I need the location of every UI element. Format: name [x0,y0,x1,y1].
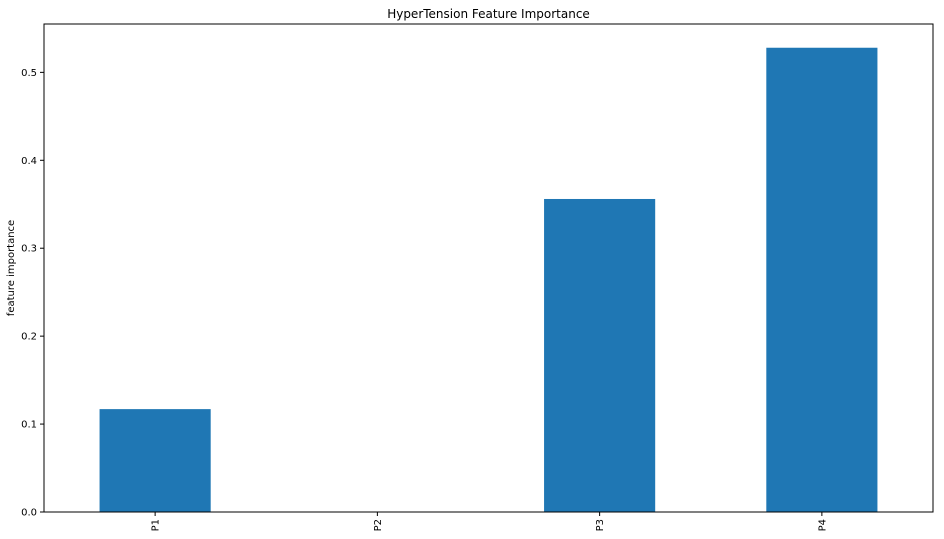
x-tick-label-p3: P3 [595,519,606,531]
plot-frame [43,23,934,513]
x-ticks-group: P1 P2 P3 P4 [151,512,828,531]
y-tick-label: 0.1 [21,420,37,431]
bar-p3 [544,198,656,513]
y-tick-label: 0.5 [21,68,37,79]
x-tick-label-p4: P4 [817,519,828,531]
bar-p1 [99,409,211,512]
y-ticks-group: 0.0 0.1 0.2 0.3 0.4 0.5 [21,68,44,519]
y-tick-label: 0.4 [21,156,37,167]
chart-title: HyperTension Feature Importance [387,7,590,21]
x-tick-label-p2: P2 [373,519,384,531]
y-axis-label: feature importance [6,220,17,316]
y-tick-label: 0.2 [21,332,37,343]
y-tick-label: 0.0 [21,508,37,519]
x-tick-label-p1: P1 [151,519,162,531]
bars-group [99,47,878,513]
bar-p4 [766,47,878,513]
y-tick-label: 0.3 [21,244,37,255]
